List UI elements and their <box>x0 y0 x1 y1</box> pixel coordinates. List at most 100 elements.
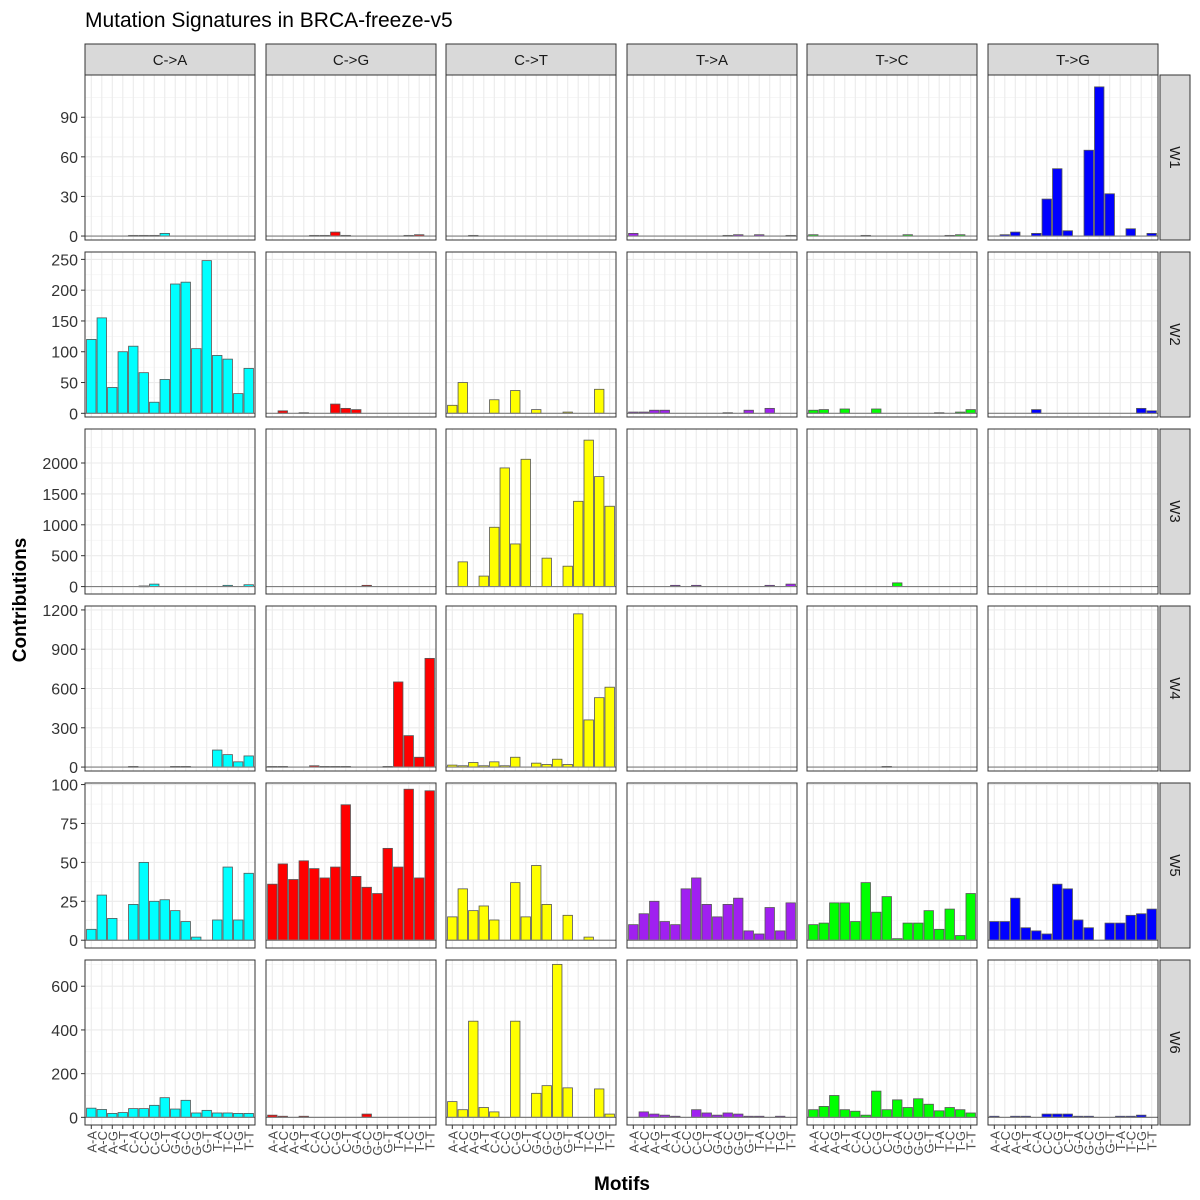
x-tick-label: T-A <box>1113 1131 1128 1152</box>
x-tick-label: T-C <box>943 1131 958 1152</box>
x-tick-label: C-C <box>1040 1131 1055 1154</box>
x-tick-label: C-A <box>307 1131 322 1154</box>
y-tick-label: 1200 <box>42 603 78 620</box>
y-tick-label: 60 <box>60 150 78 167</box>
bar <box>1125 228 1136 237</box>
x-tick-label: G-A <box>349 1131 364 1154</box>
facet-panels: C->A C->G C->T T->A T->C T->G W1 0 30 60 90 W2 0 50 10… <box>42 43 1191 1156</box>
bar <box>222 1112 233 1118</box>
bar <box>243 367 254 414</box>
bar <box>955 935 966 941</box>
facet-strip-row <box>1159 428 1191 595</box>
bar <box>212 919 223 941</box>
bar <box>330 866 341 941</box>
panel-border <box>806 605 978 772</box>
bar <box>1083 927 1094 941</box>
x-tick-label: A-C <box>456 1131 471 1153</box>
y-tick-label: 2000 <box>42 456 78 473</box>
bar <box>424 657 435 768</box>
bar <box>222 866 233 941</box>
y-axis-title: Contributions <box>10 538 31 663</box>
bar <box>764 407 775 414</box>
y-tick-label: 0 <box>69 760 78 777</box>
y-tick-label: 100 <box>51 778 78 795</box>
bar <box>829 902 840 941</box>
bar <box>775 930 786 941</box>
bar <box>340 407 351 414</box>
x-tick-label: G-G <box>550 1131 565 1156</box>
panel-background <box>266 252 436 417</box>
bar <box>913 922 924 941</box>
bar <box>478 905 489 941</box>
x-tick-label: C-A <box>126 1131 141 1154</box>
x-tick-label: T-T <box>603 1131 618 1151</box>
bar <box>1052 168 1063 237</box>
panel-border <box>626 959 798 1126</box>
bar <box>1041 198 1052 237</box>
bar <box>1083 149 1094 237</box>
facet-strip-col <box>84 43 256 76</box>
bar <box>1136 913 1147 941</box>
bar <box>288 879 299 941</box>
y-tick-label: 75 <box>60 816 78 833</box>
bar <box>691 1109 702 1118</box>
bar <box>839 408 850 414</box>
x-tick-label: G-G <box>370 1131 385 1156</box>
x-tick-label: G-C <box>1082 1131 1097 1155</box>
x-tick-label: A-C <box>998 1131 1013 1153</box>
bar <box>191 348 202 414</box>
panel-border <box>987 428 1159 595</box>
x-tick-label: A-T <box>658 1131 673 1152</box>
panel-border <box>84 959 256 1126</box>
bar <box>159 1097 170 1118</box>
panel-border <box>265 251 437 418</box>
facet-strip-col <box>626 43 798 76</box>
x-tick-label: T-G <box>953 1131 968 1153</box>
panel-border <box>84 605 256 772</box>
x-tick-label: T-A <box>752 1131 767 1152</box>
x-tick-label: C-T <box>880 1131 895 1153</box>
bar <box>1146 908 1157 941</box>
bar <box>191 1112 202 1118</box>
panel-background <box>807 429 977 594</box>
bar <box>222 358 233 414</box>
y-tick-label: 1000 <box>42 518 78 535</box>
x-tick-label: T-T <box>1145 1131 1160 1151</box>
x-tick-label: C-T <box>519 1131 534 1153</box>
bar <box>457 1109 468 1118</box>
bar <box>1052 883 1063 941</box>
bar <box>531 865 542 941</box>
x-tick-label: G-G <box>189 1131 204 1156</box>
x-tick-label: G-C <box>179 1131 194 1155</box>
bar <box>722 904 733 941</box>
x-tick-label: C-G <box>508 1131 523 1155</box>
x-tick-label: C-G <box>328 1131 343 1155</box>
bar <box>722 1112 733 1118</box>
panel-border <box>265 959 437 1126</box>
bar <box>478 1107 489 1118</box>
y-tick-label: 50 <box>60 376 78 393</box>
x-tick-label: C-A <box>487 1131 502 1154</box>
bar <box>86 1107 97 1118</box>
x-tick-label: C-G <box>869 1131 884 1155</box>
bar <box>923 1103 934 1118</box>
panel-background <box>807 75 977 240</box>
bar <box>562 1087 573 1118</box>
bar <box>944 908 955 941</box>
bar <box>871 1090 882 1118</box>
bar <box>583 439 594 587</box>
bar <box>691 877 702 941</box>
bar <box>489 919 500 941</box>
x-tick-label: C-T <box>158 1131 173 1153</box>
panel-background <box>988 252 1158 417</box>
panel-border <box>626 605 798 772</box>
bar <box>754 933 765 941</box>
bar <box>222 754 233 768</box>
y-tick-label: 90 <box>60 110 78 127</box>
facet-strip-col <box>445 43 617 76</box>
x-tick-label: A-C <box>95 1131 110 1153</box>
bar <box>1104 922 1115 941</box>
bar <box>743 930 754 941</box>
bar <box>403 788 414 941</box>
